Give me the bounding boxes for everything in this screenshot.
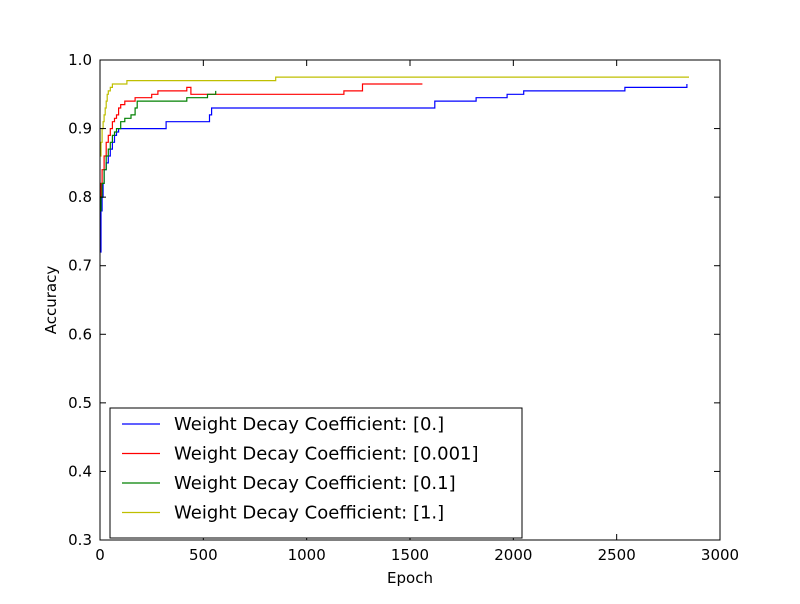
legend-label-0: Weight Decay Coefficient: [0.] bbox=[174, 414, 444, 435]
legend-label-3: Weight Decay Coefficient: [1.] bbox=[174, 503, 444, 524]
y-tick-label: 0.5 bbox=[68, 394, 92, 412]
x-tick-label: 2000 bbox=[494, 546, 532, 564]
y-tick-label: 0.4 bbox=[68, 462, 92, 480]
y-axis-title: Accuracy bbox=[42, 266, 60, 335]
y-tick-label: 0.3 bbox=[68, 531, 92, 549]
x-tick-label: 500 bbox=[189, 546, 218, 564]
x-axis-title: Epoch bbox=[387, 569, 433, 587]
legend-box bbox=[109, 407, 523, 539]
ticks-layer: 0 500 1000 1500 2000 2500 3000 0.3 0.4 0.5 0.6 0.7 0… bbox=[68, 51, 739, 564]
x-tick-label: 1000 bbox=[288, 546, 326, 564]
series-line-1 bbox=[100, 83, 423, 198]
legend: Weight Decay Coefficient: [0.] Weight Dec… bbox=[109, 407, 523, 539]
x-tick-label: 2500 bbox=[598, 546, 636, 564]
y-tick-label: 1.0 bbox=[68, 51, 92, 69]
y-tick-label: 0.9 bbox=[68, 120, 92, 138]
series-line-2 bbox=[100, 90, 217, 212]
x-tick-label: 1500 bbox=[391, 546, 429, 564]
x-tick-label: 0 bbox=[95, 546, 105, 564]
y-tick-label: 0.7 bbox=[68, 257, 92, 275]
legend-label-2: Weight Decay Coefficient: [0.1] bbox=[174, 473, 456, 494]
y-tick-label: 0.8 bbox=[68, 188, 92, 206]
x-tick-label: 3000 bbox=[701, 546, 739, 564]
y-tick-label: 0.6 bbox=[68, 325, 92, 343]
legend-label-1: Weight Decay Coefficient: [0.001] bbox=[174, 444, 479, 465]
